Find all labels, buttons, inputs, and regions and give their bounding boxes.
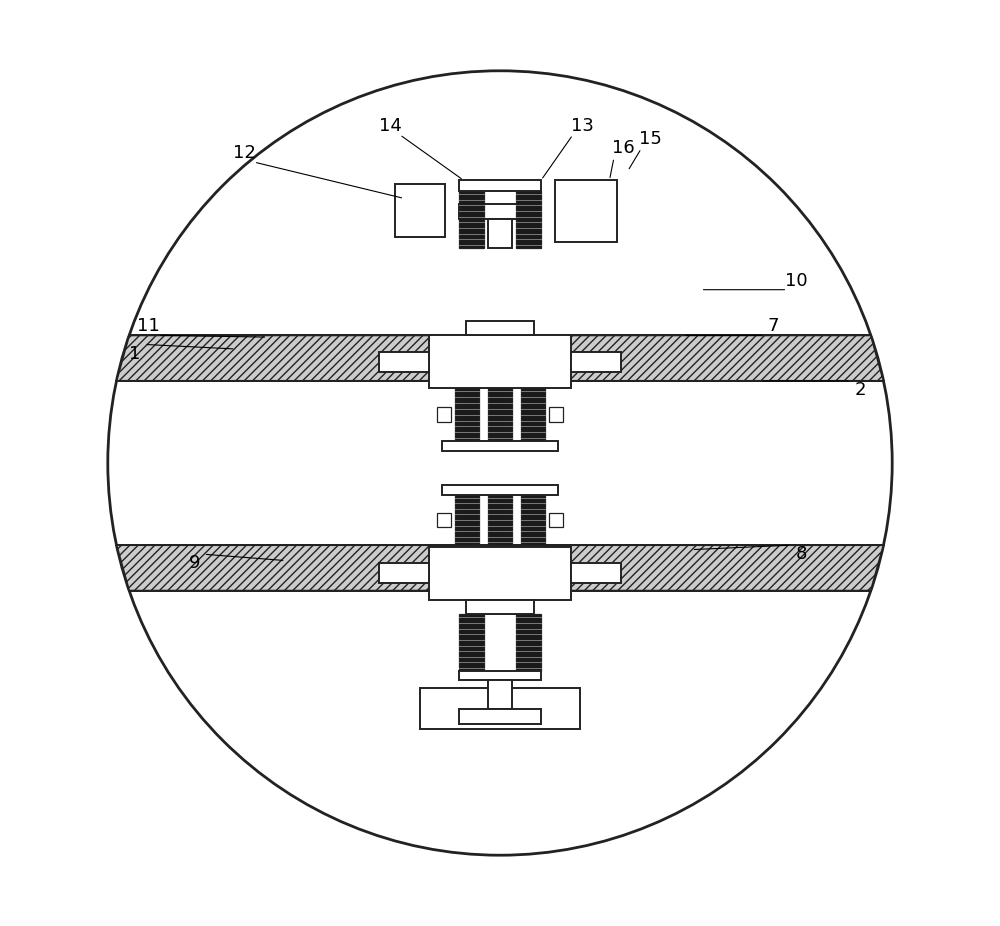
Text: 11: 11 (137, 318, 160, 335)
Text: 12: 12 (233, 144, 256, 162)
Polygon shape (116, 335, 884, 381)
Text: 16: 16 (612, 139, 635, 157)
Bar (395, 184, 445, 237)
Polygon shape (116, 545, 884, 591)
Bar (549, 513, 563, 527)
Bar (521, 388, 545, 441)
Bar (459, 671, 541, 680)
Bar (488, 388, 512, 441)
Bar (429, 335, 571, 388)
Text: 10: 10 (785, 271, 808, 290)
Bar (516, 191, 541, 248)
Text: 7: 7 (768, 318, 779, 335)
Text: 9: 9 (189, 555, 200, 572)
Bar (459, 204, 541, 219)
Bar (488, 494, 512, 545)
Bar (442, 441, 558, 451)
Text: 13: 13 (571, 117, 594, 134)
Bar (455, 388, 479, 441)
Bar (379, 563, 429, 583)
Bar (437, 407, 451, 422)
Bar (466, 600, 534, 615)
Bar (521, 494, 545, 545)
Bar (516, 615, 541, 671)
Bar (429, 547, 571, 600)
Bar (488, 680, 512, 709)
Bar (571, 563, 621, 583)
Bar (466, 320, 534, 335)
Bar (379, 352, 429, 371)
Bar (442, 485, 558, 494)
Bar (459, 709, 541, 724)
Bar (549, 407, 563, 422)
Text: 14: 14 (379, 117, 402, 134)
Bar (459, 191, 484, 248)
Bar (455, 494, 479, 545)
Text: 8: 8 (795, 545, 807, 563)
Bar (459, 181, 541, 191)
Text: 15: 15 (639, 131, 662, 148)
Bar (437, 513, 451, 527)
Bar (488, 219, 512, 248)
Bar (555, 181, 617, 243)
Text: 2: 2 (855, 381, 866, 399)
Bar (420, 688, 580, 730)
Bar (459, 615, 484, 671)
Bar (571, 352, 621, 371)
Text: 1: 1 (129, 344, 141, 363)
